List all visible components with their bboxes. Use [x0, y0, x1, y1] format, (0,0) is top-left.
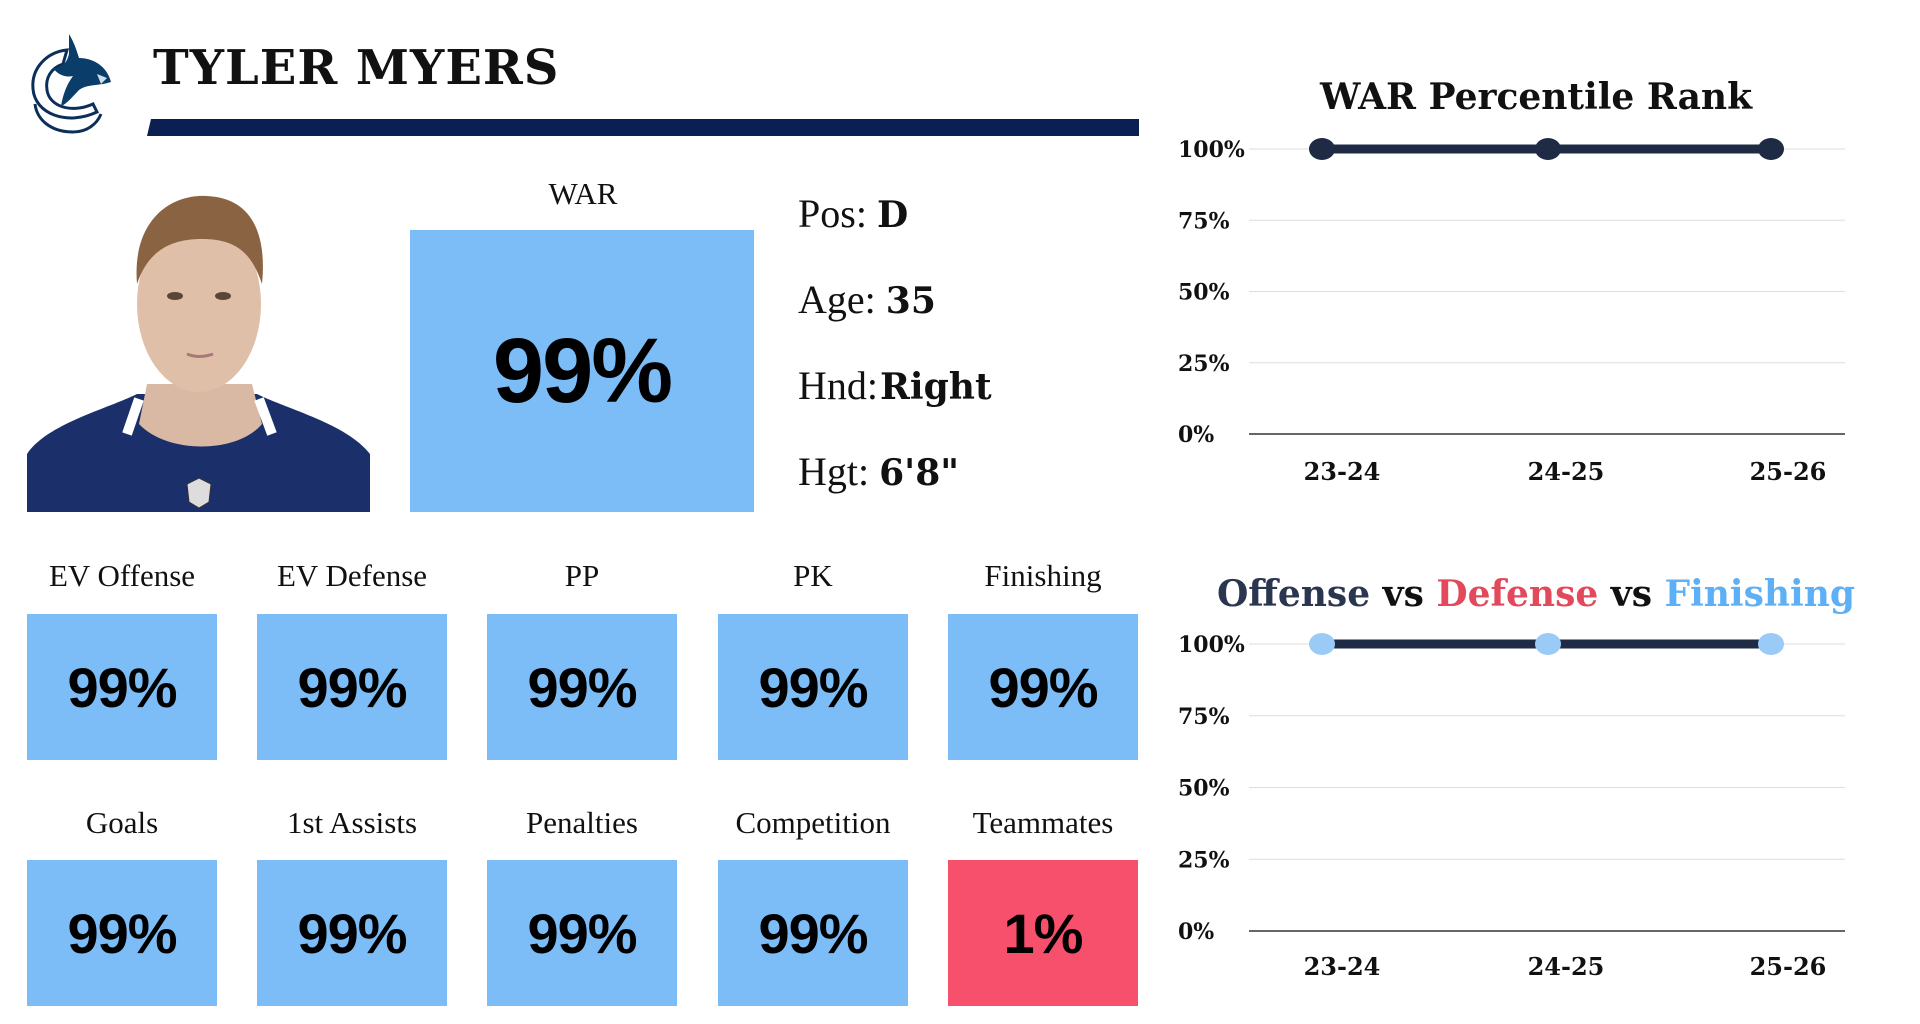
y-tick-label: 100%: [1178, 632, 1245, 658]
metric-label-ev-offense: EV Offense: [48, 558, 196, 593]
x-tick-label: 24-25: [1528, 952, 1605, 981]
metric-label-teammates: Teammates: [972, 805, 1114, 840]
metric-value: 99%: [527, 901, 637, 965]
x-tick-label: 23-24: [1304, 457, 1381, 486]
data-point: [1535, 633, 1561, 655]
metric-label-pk: PK: [793, 558, 833, 593]
metric-box-competition: 99%: [718, 860, 908, 1006]
metric-value: 99%: [67, 901, 177, 965]
metric-label-ev-defense: EV Defense: [276, 558, 428, 593]
info-key: Hgt:: [798, 449, 870, 494]
header-divider-bar: [147, 119, 1139, 136]
x-tick-label: 25-26: [1750, 457, 1827, 486]
data-point: [1535, 138, 1561, 160]
y-tick-label: 75%: [1178, 208, 1230, 234]
data-point: [1309, 138, 1335, 160]
metric-value: 99%: [67, 655, 177, 719]
ovd-chart-title: Offense vs Defense vs Finishing: [1217, 573, 1855, 615]
metric-box-pk: 99%: [718, 614, 908, 760]
y-tick-label: 50%: [1178, 776, 1230, 802]
metric-label-goals: Goals: [85, 805, 159, 840]
info-key: Hnd:: [798, 363, 878, 408]
title-offense: Offense: [1216, 573, 1371, 615]
war-label: WAR: [548, 176, 618, 211]
metric-label-competition: Competition: [735, 805, 891, 840]
x-tick-label: 24-25: [1528, 457, 1605, 486]
war-value-box: 99%: [410, 230, 754, 512]
metric-box-1st-assists: 99%: [257, 860, 447, 1006]
x-tick-label: 23-24: [1304, 952, 1381, 981]
info-key: Pos:: [798, 191, 867, 236]
metric-label-1st-assists: 1st Assists: [286, 805, 418, 840]
metric-value: 99%: [527, 655, 637, 719]
metric-value: 99%: [297, 655, 407, 719]
metric-label-pp: PP: [564, 558, 600, 593]
metric-value: 99%: [758, 901, 868, 965]
team-logo: [31, 34, 111, 134]
info-key: Age:: [798, 277, 876, 322]
metric-box-finishing: 99%: [948, 614, 1138, 760]
metric-value: 99%: [988, 655, 1098, 719]
player-photo: [27, 195, 370, 512]
y-tick-label: 25%: [1178, 351, 1230, 377]
title-vs: vs: [1370, 573, 1437, 615]
info-value: 6'8": [879, 452, 959, 494]
metric-label-penalties: Penalties: [526, 805, 638, 840]
metric-value: 99%: [758, 655, 868, 719]
data-point: [1758, 633, 1784, 655]
metric-value: 1%: [1003, 901, 1084, 965]
metric-box-ev-defense: 99%: [257, 614, 447, 760]
title-vs: vs: [1598, 573, 1665, 615]
info-height: Hgt: 6'8": [798, 448, 959, 495]
metric-box-goals: 99%: [27, 860, 217, 1006]
y-tick-label: 0%: [1178, 919, 1214, 945]
data-point: [1309, 633, 1335, 655]
title-defense: Defense: [1436, 573, 1599, 615]
y-tick-label: 25%: [1178, 847, 1230, 873]
info-value: D: [876, 194, 909, 236]
y-tick-label: 0%: [1178, 422, 1214, 448]
info-age: Age: 35: [798, 276, 936, 323]
metric-value: 99%: [297, 901, 407, 965]
y-tick-label: 50%: [1178, 280, 1230, 306]
player-name: TYLER MYERS: [153, 40, 560, 96]
info-value: 35: [885, 280, 936, 322]
metric-box-ev-offense: 99%: [27, 614, 217, 760]
info-value: Right: [880, 366, 992, 408]
x-tick-label: 25-26: [1750, 952, 1827, 981]
info-hand: Hnd: Right: [798, 362, 992, 409]
y-tick-label: 75%: [1178, 704, 1230, 730]
war-chart-title: WAR Percentile Rank: [1319, 76, 1753, 118]
data-point: [1758, 138, 1784, 160]
y-tick-label: 100%: [1178, 137, 1245, 163]
metric-box-penalties: 99%: [487, 860, 677, 1006]
war-value: 99%: [492, 319, 673, 422]
title-finishing: Finishing: [1664, 573, 1856, 615]
metric-label-finishing: Finishing: [984, 558, 1102, 593]
war-percentile-chart: 0% 25% 50% 75% 100% 23-24 24-25 25-26 0% 25% 50% 75…: [1178, 137, 1845, 981]
metric-box-teammates: 1%: [948, 860, 1138, 1006]
info-position: Pos: D: [798, 190, 908, 237]
metric-box-pp: 99%: [487, 614, 677, 760]
